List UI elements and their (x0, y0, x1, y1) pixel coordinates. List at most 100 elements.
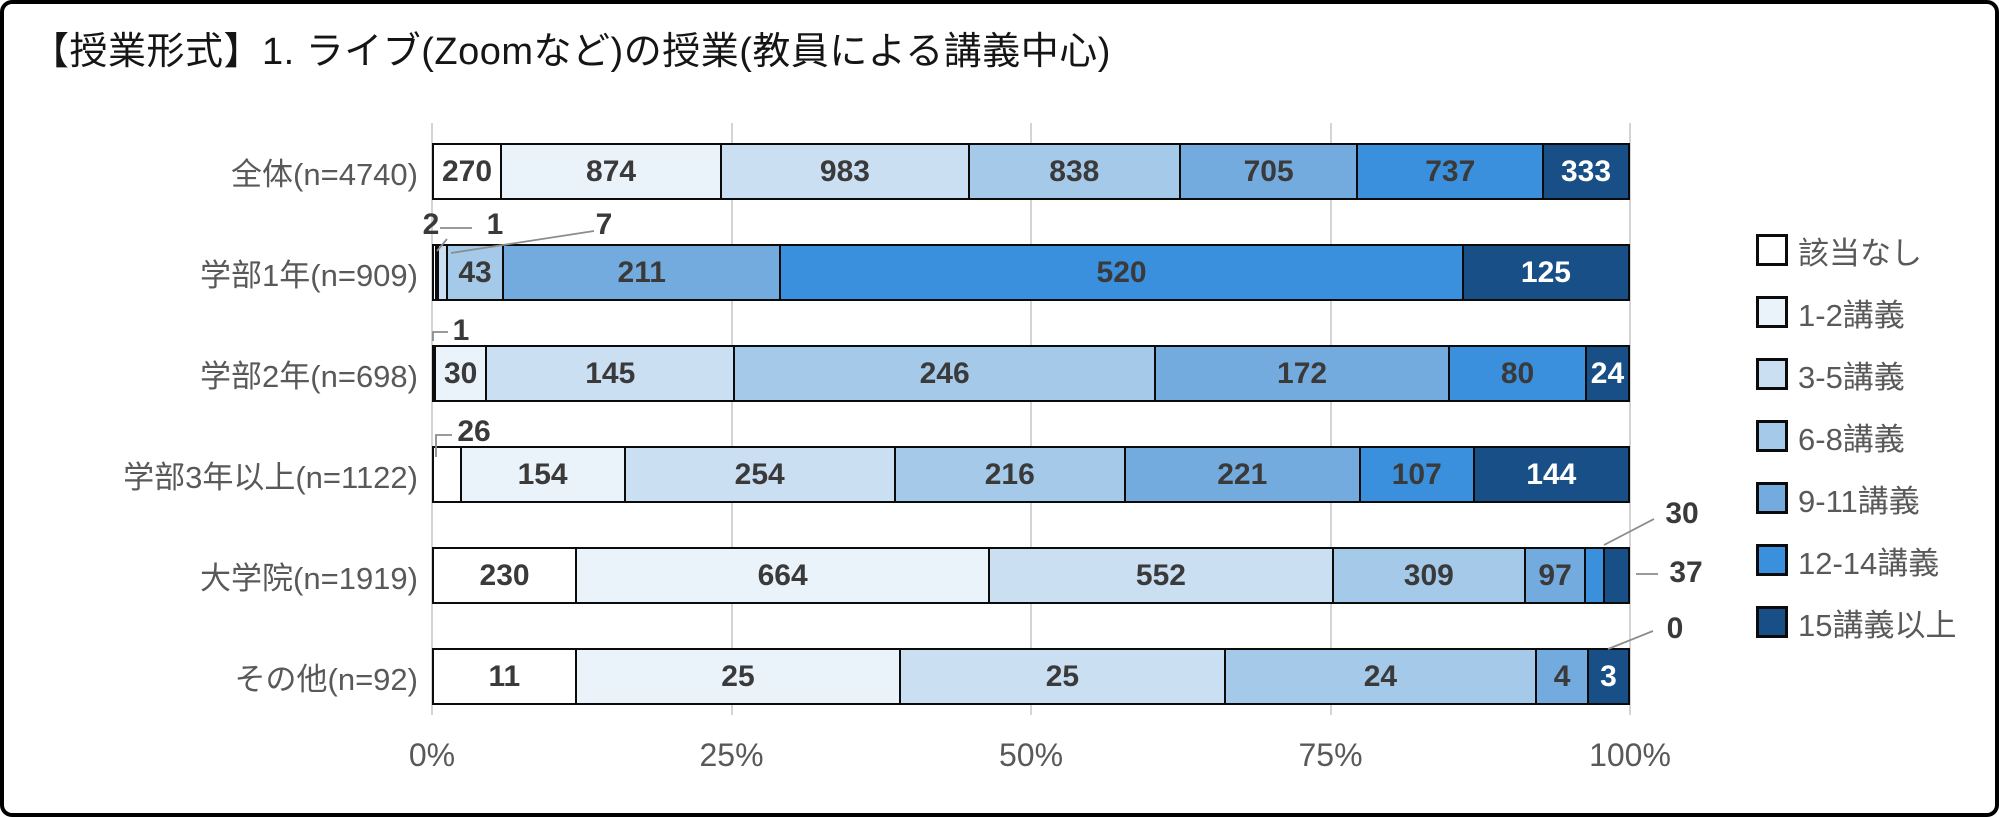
segment-value-label: 552 (1135, 558, 1186, 592)
segment-value-label: 125 (1520, 255, 1571, 289)
segment-value-label: 254 (734, 457, 785, 491)
segment-value-label: 172 (1277, 356, 1328, 390)
segment-value-label: 43 (458, 255, 492, 289)
gridline (730, 123, 733, 715)
x-axis-tick-label: 100% (1589, 737, 1671, 773)
segment-value-label: 30 (443, 356, 478, 390)
legend-label: 12-14講義 (1798, 545, 1940, 581)
segment-value-label: 270 (441, 154, 493, 188)
segment-value-label: 230 (479, 558, 530, 592)
bar-segment: 97 (1525, 549, 1587, 602)
bar-segment: 664 (577, 549, 991, 602)
segment-value-label: 874 (586, 154, 637, 188)
bar-segment: 30 (436, 347, 488, 400)
bar-segment: 172 (1155, 347, 1451, 400)
bar-segment: 43 (447, 246, 505, 299)
category-label: 大学院(n=1919) (200, 561, 418, 596)
callout-value-label: 1 (486, 208, 504, 241)
bar-row: 30 145 246 172 80 24 (432, 345, 1630, 402)
callout-value-label: 1 (452, 314, 470, 347)
bar-segment: 254 (625, 448, 896, 501)
bar-row: 154 254 216 221 107 144 (432, 446, 1630, 503)
gridline (431, 123, 433, 715)
bar-segment: 24 (1586, 347, 1628, 400)
legend-swatch (1756, 544, 1788, 576)
segment-value-label: 211 (617, 255, 666, 289)
segment-value-label: 216 (984, 457, 1035, 491)
bar-segment: 144 (1474, 448, 1628, 501)
bar-segment: 705 (1180, 145, 1359, 198)
legend-item: 1-2講義 (1756, 281, 1956, 343)
category-label: 全体(n=4740) (231, 157, 418, 192)
legend-label: 6-8講義 (1798, 421, 1905, 457)
legend-swatch (1756, 606, 1788, 638)
bar-segment: 25 (901, 650, 1226, 703)
callout-value-label: 0 (1666, 612, 1684, 645)
segment-value-label: 664 (757, 558, 808, 592)
segment-value-label: 4 (1553, 659, 1571, 693)
bar-segment: 25 (576, 650, 902, 703)
legend-item: 該当なし (1756, 219, 1956, 281)
bar-segment (434, 448, 462, 501)
bar-segment: 11 (434, 650, 577, 703)
segment-value-label: 246 (919, 356, 970, 390)
bar-segment: 983 (722, 145, 970, 198)
callout-value-label: 7 (595, 208, 613, 241)
bar-segment (438, 246, 448, 299)
legend-label: 3-5講義 (1798, 359, 1905, 395)
x-axis-tick-label: 75% (1298, 737, 1363, 773)
chart-title: 【授業形式】1. ライブ(Zoomなど)の授業(教員による講義中心) (31, 31, 1111, 73)
bar-segment: 80 (1450, 347, 1587, 400)
legend-label: 1-2講義 (1798, 297, 1905, 333)
leader-line (432, 331, 448, 341)
segment-value-label: 24 (1590, 356, 1625, 390)
gridline (1329, 123, 1332, 715)
bar-segment: 216 (895, 448, 1126, 501)
legend-swatch (1756, 482, 1788, 514)
bar-segment: 145 (487, 347, 736, 400)
segment-value-label: 333 (1560, 154, 1612, 188)
bar-segment: 211 (504, 246, 782, 299)
callout-value-label: 30 (1665, 497, 1699, 530)
legend-item: 6-8講義 (1756, 405, 1956, 467)
bar-row: 230 664 552 309 97 (432, 547, 1630, 604)
bar-segment (436, 246, 439, 299)
gridline (1629, 123, 1631, 715)
bar-segment (434, 347, 436, 400)
callout-value-label: 37 (1669, 556, 1703, 589)
legend-label: 15講義以上 (1798, 607, 1957, 643)
legend-item: 9-11講義 (1756, 467, 1956, 529)
segment-value-label: 11 (488, 659, 521, 693)
bar-segment: 552 (990, 549, 1334, 602)
x-axis-tick-label: 50% (998, 737, 1064, 773)
segment-value-label: 80 (1500, 356, 1535, 390)
segment-value-label: 3 (1600, 659, 1617, 693)
segment-value-label: 97 (1538, 558, 1572, 592)
segment-value-label: 838 (1049, 154, 1100, 188)
segment-value-label: 25 (1045, 659, 1080, 693)
bar-segment: 874 (502, 145, 723, 198)
bar-row: 43 211 520 125 (432, 244, 1630, 301)
bar-segment: 838 (969, 145, 1181, 198)
bar-segment: 24 (1225, 650, 1538, 703)
legend-label: 該当なし (1798, 235, 1922, 271)
legend: 該当なし 1-2講義 3-5講義 6-8講義 9-11講義 12-14講義 15講義以上 (1756, 219, 1956, 653)
bar-row: 270 874 983 838 705 737 333 (432, 143, 1630, 200)
bar-segment: 230 (434, 549, 578, 602)
gridline (1030, 123, 1032, 715)
bar-segment (1586, 549, 1605, 602)
segment-value-label: 144 (1526, 457, 1577, 491)
bar-segment: 154 (461, 448, 626, 501)
legend-swatch (1756, 296, 1788, 328)
legend-swatch (1756, 358, 1788, 390)
category-label: 学部1年(n=909) (200, 258, 418, 293)
callout-value-label: 26 (457, 415, 491, 448)
bar-segment: 246 (735, 347, 1156, 400)
segment-value-label: 24 (1363, 659, 1398, 693)
segment-value-label: 221 (1217, 457, 1268, 491)
legend-swatch (1756, 420, 1788, 452)
bar-segment: 270 (434, 145, 502, 198)
bar-segment: 107 (1360, 448, 1475, 501)
callout-value-label: 2 (422, 208, 440, 241)
bar-segment: 3 (1589, 650, 1628, 703)
